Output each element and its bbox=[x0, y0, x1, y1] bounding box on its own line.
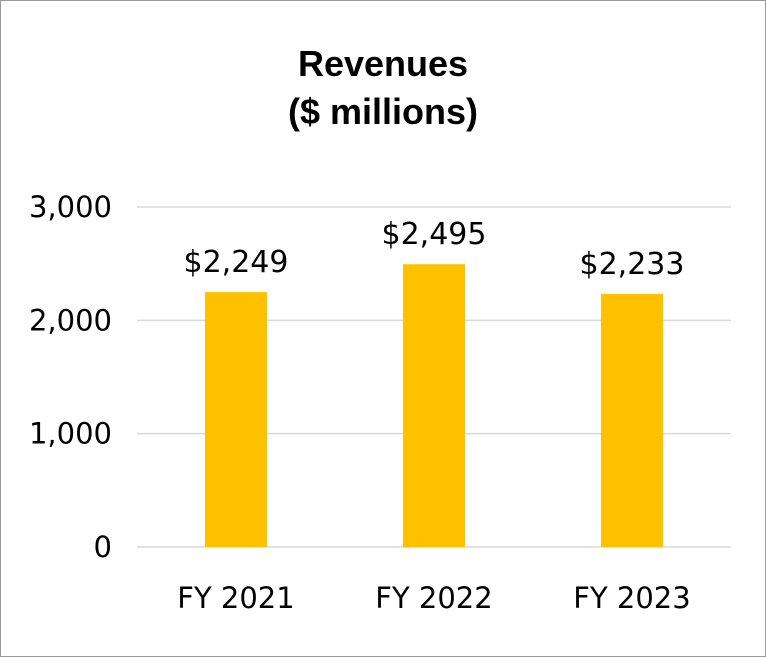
x-tick-label: FY 2021 bbox=[177, 581, 294, 615]
y-tick-label: 1,000 bbox=[29, 417, 112, 451]
data-label: $2,495 bbox=[382, 217, 487, 252]
bar bbox=[601, 293, 663, 547]
chart-title-line1: Revenues bbox=[297, 43, 469, 84]
y-tick-label: 0 bbox=[94, 530, 112, 564]
data-label: $2,233 bbox=[580, 247, 685, 282]
chart-title-line2: ($ millions) bbox=[287, 91, 479, 132]
y-tick-label: 3,000 bbox=[29, 190, 112, 224]
bar bbox=[403, 264, 465, 547]
x-tick-label: FY 2022 bbox=[375, 581, 492, 615]
chart-title: Revenues ($ millions) bbox=[0, 40, 766, 136]
bar bbox=[205, 292, 267, 547]
y-tick-label: 2,000 bbox=[29, 303, 112, 337]
data-label: $2,249 bbox=[184, 245, 289, 280]
x-tick-label: FY 2023 bbox=[573, 581, 690, 615]
